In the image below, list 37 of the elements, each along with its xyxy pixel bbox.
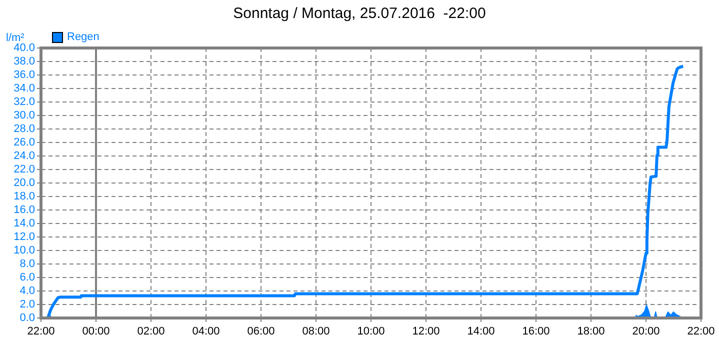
x-tick-label: 04:00: [192, 326, 220, 338]
y-tick-label: 20.0: [14, 177, 35, 190]
x-tick-label: 22:00: [687, 326, 715, 338]
y-tick-label: 34.0: [14, 82, 35, 95]
y-tick-label: 18.0: [14, 190, 35, 203]
x-tick-label: 08:00: [302, 326, 330, 338]
legend-label: Regen: [67, 31, 100, 43]
y-tick-label: 26.0: [14, 136, 35, 149]
y-tick-label: 14.0: [14, 218, 35, 230]
y-tick-label: 40.0: [14, 42, 35, 54]
y-tick-label: 38.0: [14, 56, 35, 68]
x-tick-label: 12:00: [412, 326, 440, 338]
x-tick-label: 00:00: [82, 326, 110, 338]
y-tick-label: 8.0: [20, 258, 35, 270]
x-tick-label: 02:00: [137, 326, 165, 338]
y-tick-label: 10.0: [14, 244, 35, 257]
y-tick-label: 2.0: [20, 298, 35, 311]
x-tick-label: 22:00: [27, 326, 55, 338]
y-tick-label: 6.0: [20, 272, 35, 284]
y-tick-label: 32.0: [14, 96, 35, 108]
y-tick-label: 16.0: [14, 204, 35, 216]
y-tick-label: 4.0: [20, 285, 35, 298]
x-tick-label: 18:00: [577, 326, 605, 338]
y-tick-label: 36.0: [14, 69, 35, 82]
x-tick-label: 14:00: [467, 326, 495, 338]
y-tick-label: 12.0: [14, 231, 35, 244]
y-tick-label: 24.0: [14, 150, 35, 162]
chart-title: Sonntag / Montag, 25.07.2016 -22:00: [232, 5, 487, 22]
x-tick-label: 06:00: [247, 326, 275, 338]
x-tick-label: 20:00: [632, 326, 660, 338]
y-tick-label: 30.0: [14, 110, 35, 122]
y-tick-label: 28.0: [14, 123, 35, 136]
y-tick-label: 22.0: [14, 164, 35, 176]
x-tick-label: 10:00: [357, 326, 385, 338]
x-tick-label: 16:00: [522, 326, 550, 338]
y-tick-label: 0.0: [20, 312, 35, 324]
y-axis-title: l/m²: [6, 32, 24, 44]
